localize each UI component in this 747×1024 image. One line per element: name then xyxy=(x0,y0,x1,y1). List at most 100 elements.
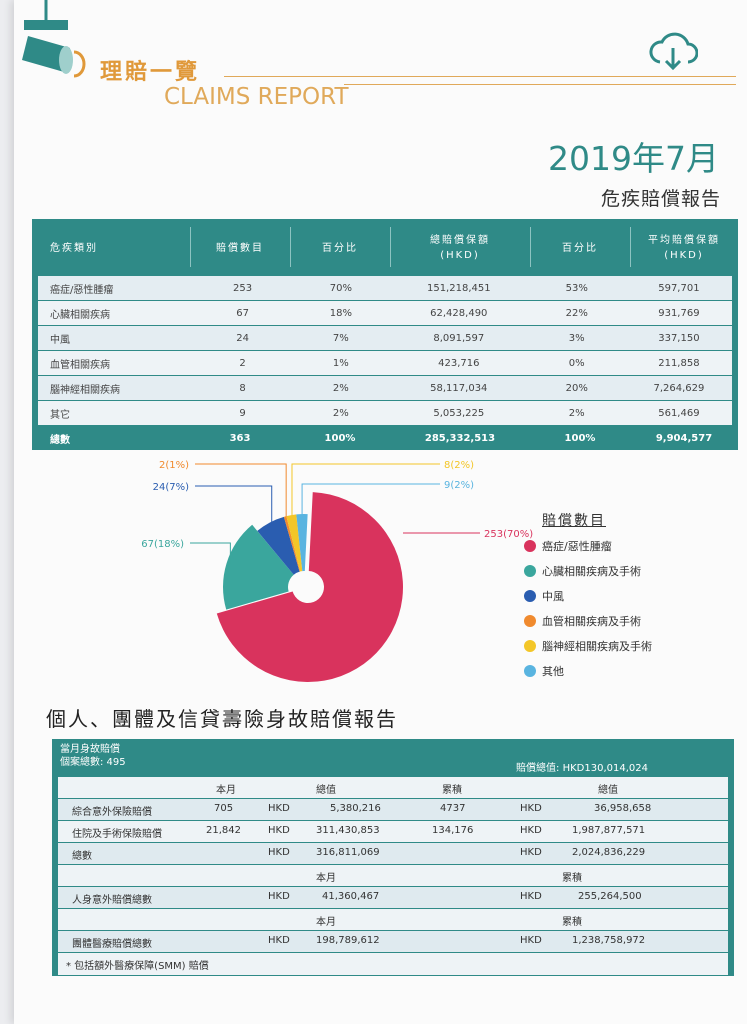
col-header: 危疾類別 xyxy=(50,243,98,254)
slice-label: 2(1%) xyxy=(159,460,189,471)
cell: 7,264,629 xyxy=(653,382,705,394)
footnote: * 包括額外醫療保障(SMM) 賠償 xyxy=(66,961,209,972)
cell: 8,091,597 xyxy=(433,332,485,344)
cell: 18% xyxy=(329,307,352,319)
cell: HKD xyxy=(520,825,542,836)
cloud-download-icon xyxy=(649,32,698,71)
cell: 67 xyxy=(236,307,249,319)
cell: 198,789,612 xyxy=(316,935,380,946)
slice-label: 24(7%) xyxy=(153,482,189,493)
divider xyxy=(530,227,531,267)
row-label: 人身意外賠償總數 xyxy=(72,895,152,906)
cell: 9,904,577 xyxy=(655,432,713,444)
cell: 癌症/惡性腫瘤 xyxy=(50,284,114,296)
cell: HKD xyxy=(520,847,542,858)
pie-slice xyxy=(216,492,403,682)
cell: HKD xyxy=(268,803,290,814)
cell: 血管相關疾病 xyxy=(50,359,110,371)
table-row: 癌症/惡性腫瘤 253 70% 151,218,451 53% 597,701 xyxy=(38,276,732,300)
cell: 1% xyxy=(332,357,349,369)
cell: 2% xyxy=(568,407,585,419)
cell: 8 xyxy=(239,382,246,394)
cell: 211,858 xyxy=(658,357,700,369)
cell: 9 xyxy=(239,407,246,419)
cell: 58,117,034 xyxy=(430,382,488,394)
cell: 597,701 xyxy=(658,282,700,294)
cell: 總數 xyxy=(50,434,70,446)
report-date: 2019年7月 xyxy=(548,139,719,178)
col-header: 總值 xyxy=(316,785,336,796)
cell: HKD xyxy=(268,891,290,902)
table-row xyxy=(58,777,728,798)
header-rule-2 xyxy=(344,84,736,85)
legend-swatch xyxy=(524,565,536,577)
header-rule xyxy=(224,76,736,77)
legend-label: 腦神經相關疾病及手術 xyxy=(542,640,652,653)
col-header: 總值 xyxy=(598,785,618,796)
col-header: 累積 xyxy=(562,873,582,884)
divider xyxy=(390,227,391,267)
critical-illness-table: 危疾類別 賠償數目 百分比 總賠償保額 (HKD) 百分比 平均賠償保額 (HK… xyxy=(32,219,738,450)
table-row: 腦神經相關疾病 8 2% 58,117,034 20% 7,264,629 xyxy=(38,376,732,400)
leader-line xyxy=(301,483,440,519)
cell: 561,469 xyxy=(658,407,700,419)
cell: 285,332,513 xyxy=(424,432,496,444)
spotlight-icon xyxy=(22,0,86,78)
table-row xyxy=(58,843,728,864)
col-header: 賠償數目 xyxy=(216,243,264,254)
cell: 22% xyxy=(565,307,588,319)
row-label: 住院及手術保險賠償 xyxy=(72,829,162,840)
table-row xyxy=(58,821,728,842)
cell: 1,238,758,972 xyxy=(572,935,646,946)
table-row xyxy=(58,931,728,952)
legend-item: 腦神經相關疾病及手術 xyxy=(524,638,652,654)
cell: 4737 xyxy=(440,803,466,814)
cell: 134,176 xyxy=(432,825,474,836)
cell: 其它 xyxy=(50,409,70,421)
row-label: 團體醫療賠償總數 xyxy=(72,939,152,950)
cell: 151,218,451 xyxy=(426,282,491,294)
legend-label: 血管相關疾病及手術 xyxy=(542,615,641,628)
table-row: 其它 9 2% 5,053,225 2% 561,469 xyxy=(38,401,732,425)
table-row xyxy=(58,865,728,886)
cell: HKD xyxy=(268,825,290,836)
note-row xyxy=(58,953,728,975)
col-header: 平均賠償保額 (HKD) xyxy=(648,235,720,261)
cell: 255,264,500 xyxy=(578,891,642,902)
cell: 705 xyxy=(214,803,234,814)
row-label: 綜合意外保險賠償 xyxy=(72,807,152,818)
caption-line: 個案總數: 495 xyxy=(60,757,126,768)
col-header: 百分比 xyxy=(562,243,598,254)
slice-label: 8(2%) xyxy=(444,460,474,471)
col-header: 累積 xyxy=(562,917,582,928)
cell: HKD xyxy=(268,847,290,858)
cell: 3% xyxy=(568,332,585,344)
leader-line xyxy=(195,485,273,527)
cell: 5,380,216 xyxy=(330,803,381,814)
cell: 腦神經相關疾病 xyxy=(50,384,120,396)
pie-slice xyxy=(283,516,301,572)
legend-label: 癌症/惡性腫瘤 xyxy=(542,540,612,553)
cell: 423,716 xyxy=(438,357,480,369)
row-label: 總數 xyxy=(72,851,92,862)
report-title: 危疾賠償報告 xyxy=(600,188,721,210)
claims-pie-chart: 253(70%) 67(18%) 24(7%) 2(1%) 8(2%) 9(2%) xyxy=(141,460,533,682)
cell: 中風 xyxy=(50,334,70,346)
legend-label: 其他 xyxy=(542,665,564,678)
cell: 5,053,225 xyxy=(433,407,485,419)
table-row xyxy=(58,909,728,930)
leader-line xyxy=(190,542,231,565)
cell: 100% xyxy=(564,432,596,444)
cell: HKD xyxy=(520,935,542,946)
slice-label: 253(70%) xyxy=(484,529,533,540)
cell: 心臟相關疾病 xyxy=(50,309,110,321)
slice-label: 9(2%) xyxy=(444,480,474,491)
legend-title: 賠償數目 xyxy=(542,513,606,529)
cell: 36,958,658 xyxy=(594,803,652,814)
table-caption: 當月身故賠償 個案總數: 495 xyxy=(60,743,126,769)
cell: 62,428,490 xyxy=(430,307,488,319)
col-header: 總賠償保額 (HKD) xyxy=(430,235,490,261)
table-header: 危疾類別 賠償數目 百分比 總賠償保額 (HKD) 百分比 平均賠償保額 (HK… xyxy=(32,219,738,274)
pie-slice xyxy=(286,514,303,572)
table-row xyxy=(58,799,728,820)
